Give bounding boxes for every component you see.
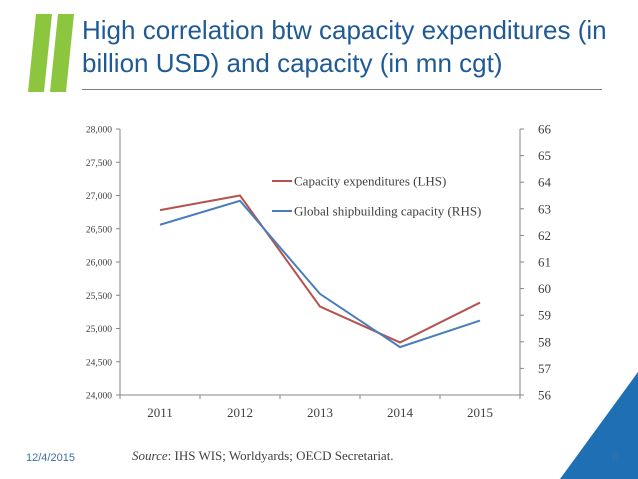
y-right-tick-label: 58 <box>538 334 551 349</box>
y-left-tick-label: 26,500 <box>86 225 112 235</box>
series-line-2 <box>159 199 481 349</box>
y-right-tick-label: 65 <box>538 148 551 163</box>
y-right-tick-label: 64 <box>538 175 552 190</box>
y-left-tick-label: 27,000 <box>86 192 112 202</box>
source-note: Source: IHS WIS; Worldyards; OECD Secret… <box>132 448 394 463</box>
slide-title: High correlation btw capacity expenditur… <box>82 15 607 78</box>
page-number: 8 <box>612 452 619 464</box>
x-tick-label: 2011 <box>147 405 173 420</box>
y-right-tick-label: 56 <box>538 388 552 403</box>
x-tick-label: 2013 <box>307 405 333 420</box>
y-right-tick-label: 60 <box>538 281 551 296</box>
x-tick-label: 2015 <box>467 405 493 420</box>
y-right-tick-label: 63 <box>538 201 551 216</box>
slide-date: 12/4/2015 <box>26 452 75 464</box>
y-right-tick-label: 62 <box>538 228 551 243</box>
y-right-tick-label: 59 <box>538 308 551 323</box>
y-right-tick-label: 66 <box>538 122 552 137</box>
y-left-tick-label: 26,000 <box>86 259 112 269</box>
legend-label: Capacity expenditures (LHS) <box>294 174 446 189</box>
y-left-tick-label: 27,500 <box>86 159 112 169</box>
y-left-tick-label: 25,000 <box>86 325 112 335</box>
x-tick-label: 2014 <box>387 405 414 420</box>
series-line-1 <box>159 194 481 344</box>
oecd-logo-icon <box>28 14 74 92</box>
x-tick-label: 2012 <box>227 405 253 420</box>
y-right-tick-label: 61 <box>538 255 551 270</box>
y-left-tick-label: 24,500 <box>86 358 112 368</box>
title-divider <box>82 89 602 90</box>
legend-label: Global shipbuilding capacity (RHS) <box>294 204 481 219</box>
y-left-tick-label: 25,500 <box>86 292 112 302</box>
y-left-tick-label: 28,000 <box>86 126 112 136</box>
y-right-tick-label: 57 <box>538 361 552 376</box>
y-left-tick-label: 24,000 <box>86 392 112 402</box>
